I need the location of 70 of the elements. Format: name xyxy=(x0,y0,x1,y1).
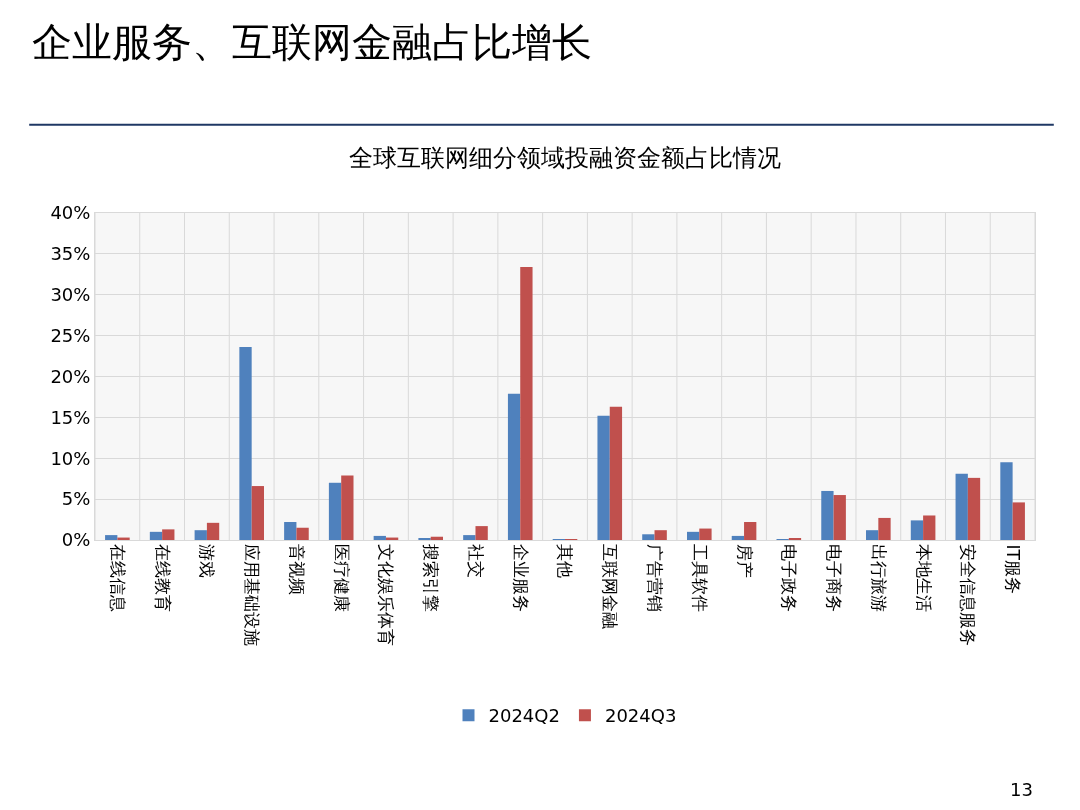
x-tick-label: 广告营销 xyxy=(644,544,665,613)
x-tick-label: 企业服务 xyxy=(510,544,531,613)
bar xyxy=(520,266,533,540)
x-tick-label: 在线教育 xyxy=(152,544,173,613)
bar xyxy=(507,393,521,540)
bar xyxy=(239,347,252,540)
bar xyxy=(194,530,207,540)
bar xyxy=(341,475,354,540)
bar xyxy=(686,531,700,540)
x-tick-label: 工具软件 xyxy=(689,544,710,613)
bar xyxy=(609,406,623,540)
bar xyxy=(731,535,745,540)
chart-subtitle: 全球互联网细分领域投融资金额占比情况 xyxy=(349,144,781,172)
x-tick-label: 电子商务 xyxy=(824,544,845,613)
bar xyxy=(878,517,891,540)
bar xyxy=(328,482,342,540)
bar xyxy=(654,530,667,540)
y-tick-label: 5% xyxy=(61,488,91,510)
x-tick-label: 电子政务 xyxy=(779,544,800,613)
bar xyxy=(284,522,297,540)
bar xyxy=(162,529,175,540)
y-tick-label: 25% xyxy=(50,324,91,346)
bar xyxy=(1012,502,1025,540)
bar xyxy=(955,473,968,540)
x-tick-label: 应用基础设施 xyxy=(242,544,263,647)
x-tick-label: 本地生活 xyxy=(913,544,934,613)
bar xyxy=(296,527,309,540)
x-tick-label: 搜索引擎 xyxy=(421,544,442,613)
legend-label: 2024Q3 xyxy=(604,705,677,727)
bar xyxy=(910,520,924,540)
y-tick-label: 15% xyxy=(50,406,91,428)
y-tick-label: 30% xyxy=(50,284,91,306)
y-tick-label: 20% xyxy=(50,365,91,387)
x-tick-label: 其他 xyxy=(555,544,576,579)
bar xyxy=(105,535,118,540)
bar xyxy=(699,528,712,540)
x-tick-label: 出行旅游 xyxy=(868,544,889,613)
x-tick-label: 在线信息 xyxy=(107,544,128,613)
y-tick-label: 0% xyxy=(61,529,91,551)
x-tick-label: 游戏 xyxy=(197,544,218,579)
bar xyxy=(821,490,834,540)
x-tick-label: IT服务 xyxy=(1003,544,1024,594)
y-tick-label: 35% xyxy=(50,243,91,265)
y-tick-label: 40% xyxy=(50,202,91,224)
bar xyxy=(866,530,879,540)
bar xyxy=(923,515,936,540)
x-tick-label: 文化娱乐体育 xyxy=(376,544,397,647)
bar xyxy=(833,495,846,540)
x-tick-label: 互联网金融 xyxy=(600,544,621,630)
x-tick-label: 社交 xyxy=(465,544,486,579)
bar xyxy=(642,534,655,540)
text: 13 xyxy=(1010,779,1033,800)
x-tick-label: 安全信息服务 xyxy=(958,544,979,647)
bar xyxy=(373,535,386,540)
bar xyxy=(463,535,476,540)
bar xyxy=(149,531,163,540)
bar xyxy=(744,522,757,540)
x-tick-label: 医疗健康 xyxy=(331,544,352,613)
bar xyxy=(251,486,264,540)
bar xyxy=(206,522,220,540)
x-tick-label: 房产 xyxy=(734,544,755,579)
bar xyxy=(475,526,488,540)
x-tick-label: 音视频 xyxy=(286,544,307,596)
bar xyxy=(967,477,981,540)
bar xyxy=(597,415,610,540)
legend-label: 2024Q2 xyxy=(488,705,560,727)
chart-title: 企业服务、互联网金融占比增长 xyxy=(32,19,593,66)
y-tick-label: 10% xyxy=(50,447,91,469)
bar xyxy=(1000,462,1013,540)
bar xyxy=(430,536,444,540)
